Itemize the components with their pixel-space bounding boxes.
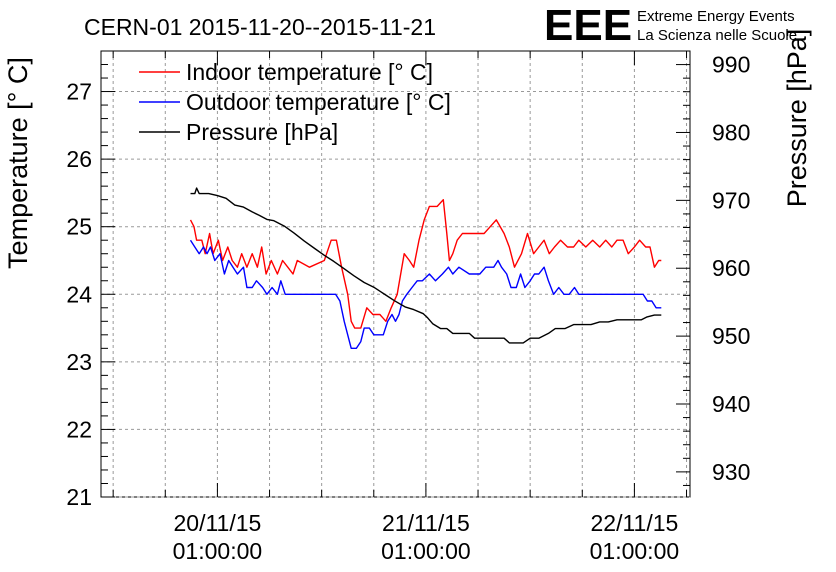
grid [101,51,690,498]
legend: Indoor temperature [° C] Outdoor temperat… [139,59,451,145]
y-axis-right: 930 940 950 960 970 980 990 [676,50,750,497]
y-tick-label: 26 [66,146,92,172]
legend-label-2: Outdoor temperature [° C] [186,89,451,115]
series-line-2 [189,239,662,349]
chart-title: CERN-01 2015-11-20--2015-11-21 [84,14,436,40]
y2-tick-label: 950 [712,323,750,349]
x-tick-label-date: 21/11/15 [382,510,470,536]
logo-line1: Extreme Energy Events [637,8,795,25]
y-tick-label: 21 [66,484,92,510]
series-line-1 [189,198,662,329]
y-axis-label: Temperature [° C] [3,57,33,269]
plot-frame [100,50,691,498]
x-tick-label-date: 20/11/15 [173,510,261,536]
legend-label-3: Pressure [hPa] [186,119,338,145]
eee-logo: EEE Extreme Energy Events La Scienza nel… [544,1,797,50]
x-tick-label-time: 01:00:00 [381,538,471,564]
series-lines [189,187,662,349]
logo-line2: La Scienza nelle Scuole [637,27,797,44]
x-tick-label-time: 01:00:00 [173,538,263,564]
y-tick-label: 23 [66,349,92,375]
x-tick-label-date: 22/11/15 [590,510,678,536]
logo-mark: EEE [544,1,632,50]
x-tick-label-time: 01:00:00 [590,538,680,564]
series-line-3 [190,187,662,344]
y-tick-label: 25 [66,214,92,240]
y2-tick-label: 960 [712,255,750,281]
y2-axis-label: Pressure [hPa] [782,29,812,208]
y-tick-label: 24 [66,281,92,307]
y2-tick-label: 990 [712,52,750,78]
legend-label-1: Indoor temperature [° C] [186,59,433,85]
y-axis-left: 21 22 23 24 25 26 27 [66,50,115,510]
y-tick-label: 27 [66,79,92,105]
y2-tick-label: 940 [712,391,750,417]
x-axis: 20/11/1501:00:0021/11/1501:00:0022/11/15… [112,51,688,564]
y2-tick-label: 980 [712,119,750,145]
y-tick-label: 22 [66,416,92,442]
y2-tick-label: 930 [712,459,750,485]
y2-tick-label: 970 [712,187,750,213]
